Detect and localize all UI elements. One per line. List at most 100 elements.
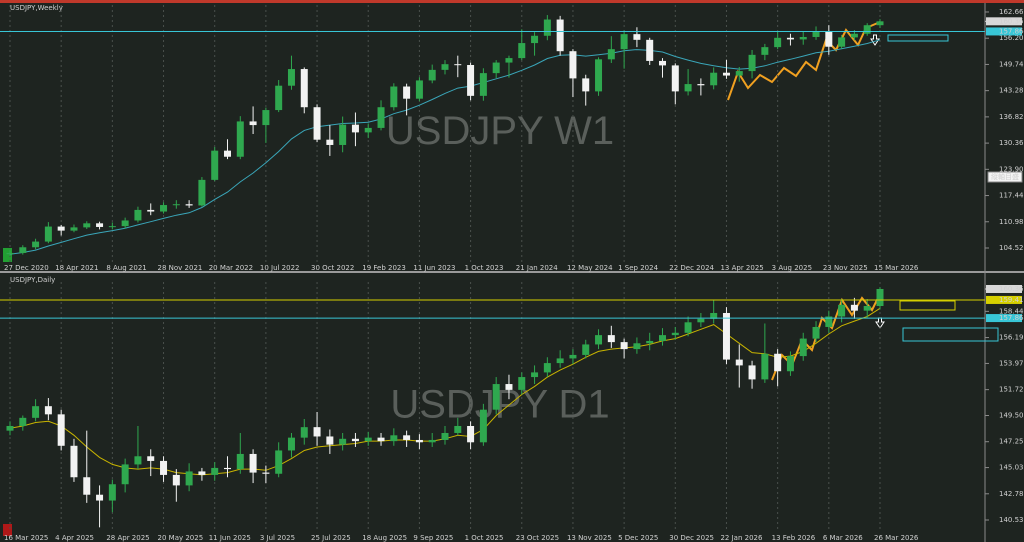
candle-body (620, 342, 628, 350)
x-tick-label: 11 Jun 2023 (413, 264, 455, 272)
candle-body (262, 110, 270, 126)
candle-body (6, 252, 14, 255)
candle-body (582, 78, 590, 92)
price-tag (986, 314, 1022, 323)
candle-body (300, 69, 308, 108)
x-tick-label: 11 Jun 2025 (209, 534, 251, 542)
candle-body (19, 247, 27, 253)
candle-body (160, 460, 168, 475)
y-tick-label: 123.900 (999, 165, 1024, 173)
candle-body (633, 343, 641, 350)
y-tick-label: 130.360 (999, 139, 1024, 147)
candle-body (390, 435, 398, 442)
x-tick-label: 10 Jul 2022 (260, 264, 300, 272)
candle-body (607, 335, 615, 343)
x-tick-label: 1 Oct 2025 (465, 534, 504, 542)
candle-body (735, 71, 743, 76)
candle-body (812, 31, 820, 37)
y-tick-label: 143.280 (999, 87, 1024, 95)
candle-body (32, 406, 40, 418)
x-tick-label: 6 Mar 2026 (823, 534, 863, 542)
candle-body (863, 305, 871, 311)
y-tick-label: 142.780 (999, 490, 1024, 498)
candle-body (761, 47, 769, 55)
candle-body (134, 209, 142, 221)
price-tag-label: 160.360 (999, 17, 1024, 25)
candle-body (211, 467, 219, 475)
candle-body (492, 384, 500, 410)
corner-marker (3, 524, 12, 536)
candle-body (236, 453, 244, 470)
x-tick-label: 4 Apr 2025 (55, 534, 94, 542)
candle-body (172, 474, 180, 486)
candle-body (531, 35, 539, 44)
price-tag-label: 157.864 (999, 27, 1024, 35)
candle-body (569, 51, 577, 79)
x-tick-label: 26 Mar 2026 (874, 534, 919, 542)
x-tick-label: 23 Oct 2025 (516, 534, 559, 542)
zone-box (899, 300, 956, 311)
x-tick-label: 5 Dec 2025 (618, 534, 658, 542)
candle-body (428, 69, 436, 81)
candle-body (454, 425, 462, 433)
candle-body (275, 450, 283, 474)
zone-box (887, 34, 949, 42)
y-tick-label: 156.190 (999, 334, 1024, 342)
x-tick-label: 3 Jul 2025 (260, 534, 295, 542)
candle-body (479, 73, 487, 96)
y-tick-label: 156.200 (999, 34, 1024, 42)
candle-body (697, 84, 705, 86)
candle-body (83, 477, 91, 495)
candle-body (876, 288, 884, 306)
candle-body (467, 64, 475, 96)
candle-body (671, 65, 679, 92)
candle-body (147, 456, 155, 461)
candle-body (224, 467, 231, 470)
candle-body (287, 437, 295, 451)
candle-body (531, 372, 539, 378)
y-tick-label: 149.500 (999, 412, 1024, 420)
y-tick-label: 153.970 (999, 359, 1024, 367)
candle-body (684, 322, 692, 333)
candle-body (70, 445, 78, 478)
x-tick-label: 30 Dec 2025 (669, 534, 714, 542)
x-tick-label: 19 Feb 2023 (362, 264, 406, 272)
candle-body (863, 25, 871, 34)
candle-body (198, 179, 206, 206)
candle-body (326, 139, 334, 145)
candle-body (543, 363, 551, 373)
candle-body (19, 417, 27, 426)
candle-body (108, 226, 116, 228)
x-tick-label: 13 Feb 2026 (772, 534, 816, 542)
x-tick-label: 1 Sep 2024 (618, 264, 658, 272)
panel-title: USDJPY,Daily (10, 276, 55, 284)
x-tick-label: 3 Aug 2025 (772, 264, 812, 272)
x-tick-label: 25 Jul 2025 (311, 534, 351, 542)
candle-body (595, 335, 603, 345)
candle-body (607, 49, 615, 60)
price-tag (986, 284, 1022, 293)
candle-body (812, 326, 820, 339)
x-tick-label: 1 Oct 2023 (465, 264, 504, 272)
candle-body (57, 414, 65, 446)
price-tag-label: 157.864 (999, 314, 1024, 322)
candle-body (569, 354, 577, 359)
candle-body (108, 484, 116, 501)
price-tag (986, 27, 1022, 36)
x-tick-label: 12 May 2024 (567, 264, 613, 272)
candle-body (121, 220, 129, 227)
candle-body (646, 340, 654, 344)
candle-body (185, 471, 193, 486)
y-tick-label: 140.530 (999, 516, 1024, 524)
y-tick-label: 110.980 (999, 218, 1024, 226)
x-tick-label: 13 Nov 2025 (567, 534, 612, 542)
x-tick-label: 20 May 2025 (158, 534, 204, 542)
candle-body (172, 204, 180, 206)
price-tag (986, 295, 1022, 304)
candle-body (147, 209, 155, 212)
x-tick-label: 30 Oct 2022 (311, 264, 354, 272)
axis-note-box (987, 171, 1023, 183)
candle-body (32, 241, 40, 248)
candle-body (390, 86, 398, 108)
